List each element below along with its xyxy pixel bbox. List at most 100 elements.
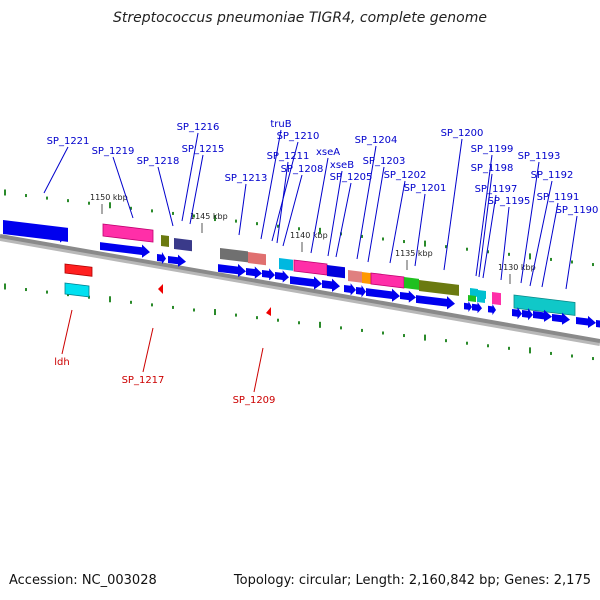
tick-mark-top	[256, 222, 258, 226]
leader-line	[335, 182, 352, 258]
gene-arrow	[218, 263, 246, 278]
gene-label: SP_1205	[330, 172, 373, 183]
gene-block	[293, 259, 328, 276]
tick-mark-top	[235, 219, 237, 223]
tick-mark-bottom	[529, 347, 531, 354]
gene-arrow	[262, 268, 275, 281]
leader-line	[482, 194, 497, 279]
tick-mark-bottom	[256, 316, 258, 320]
gene-block	[64, 263, 93, 277]
tick-mark-top	[445, 245, 447, 249]
tick-mark-top	[592, 263, 594, 267]
gene-label: SP_1192	[531, 170, 574, 181]
gene-arrow	[512, 307, 522, 320]
leader-line	[529, 180, 553, 287]
gene-label: SP_1216	[177, 122, 220, 133]
gene-block	[248, 252, 266, 266]
tick-mark-bottom	[46, 290, 48, 294]
tick-mark-top	[319, 227, 321, 234]
gene-label: SP_1197	[475, 184, 518, 195]
feature-blocks	[3, 220, 576, 316]
gene-label: SP_1200	[441, 128, 484, 139]
gene-arrow	[3, 223, 68, 243]
leader-line	[443, 138, 463, 271]
gene-label-red: SP_1209	[233, 395, 276, 406]
gene-arrow	[356, 285, 366, 298]
gene-label: SP_1202	[384, 170, 427, 181]
tick-mark-top	[172, 211, 174, 215]
gene-block	[419, 280, 459, 296]
gene-block	[161, 235, 169, 247]
gene-label: SP_1193	[518, 151, 561, 162]
gene-arrow	[246, 266, 262, 279]
gene-label: xseA	[316, 147, 340, 158]
tick-mark-top	[4, 189, 6, 196]
tick-mark-bottom	[151, 303, 153, 307]
gene-arrow	[275, 270, 289, 283]
gene-label: SP_1195	[488, 196, 531, 207]
tick-mark-bottom	[340, 326, 342, 330]
tick-mark-bottom	[466, 341, 468, 345]
accession-text: Accession: NC_003028	[9, 573, 157, 588]
leader-line	[310, 157, 329, 254]
leader-line	[327, 170, 343, 257]
kbp-label: 1130 kbp	[498, 263, 536, 272]
leader-line	[238, 183, 247, 236]
gene-label-red: ldh	[54, 357, 69, 368]
tick-mark-top	[382, 237, 384, 241]
gene-label: SP_1210	[277, 131, 320, 142]
leader-line	[367, 166, 385, 263]
gene-block	[404, 277, 419, 290]
kbp-label: 1150 kbp	[90, 193, 128, 202]
kbp-label: 1140 kbp	[290, 231, 328, 240]
tick-mark-bottom	[25, 288, 27, 292]
tick-mark-top	[193, 214, 195, 218]
kbp-label: 1135 kbp	[395, 249, 433, 258]
gene-block	[174, 238, 192, 252]
gene-arrow	[533, 309, 552, 322]
tick-mark-top	[424, 240, 426, 247]
gene-label: SP_1203	[363, 156, 406, 167]
gene-block	[470, 288, 478, 297]
tick-mark-top	[571, 260, 573, 264]
gene-label: SP_1221	[47, 136, 90, 147]
leader-line	[520, 161, 540, 284]
topology-text: Topology: circular; Length: 2,160,842 bp…	[233, 573, 591, 588]
tick-mark-top	[487, 250, 489, 254]
gene-block	[327, 265, 345, 279]
gene-arrow	[488, 304, 496, 316]
gene-label: SP_1199	[471, 144, 514, 155]
gene-block	[477, 296, 485, 303]
leader-line	[282, 174, 303, 247]
leader-line	[260, 129, 282, 240]
map-title: Streptococcus pneumoniae TIGR4, complete…	[113, 10, 487, 26]
gene-block	[513, 294, 576, 316]
leader-line-red	[253, 347, 264, 393]
backbone-line	[0, 234, 600, 343]
gene-block	[348, 270, 362, 283]
gene-label: SP_1204	[355, 135, 398, 146]
tick-marks	[4, 189, 594, 361]
tick-mark-bottom	[508, 346, 510, 350]
gene-block	[279, 258, 293, 271]
gene-block	[362, 272, 371, 285]
gene-arrow	[344, 283, 356, 296]
kbp-markers: 1150 kbp 1145 kbp 1140 kbp 1135 kbp 1130 kbp	[90, 193, 536, 284]
gene-label: SP_1201	[404, 183, 447, 194]
tick-mark-top	[109, 202, 111, 209]
tick-mark-top	[46, 196, 48, 200]
genome-backbone	[0, 234, 600, 346]
tick-mark-top	[361, 234, 363, 238]
gene-label: xseB	[330, 160, 354, 171]
leader-line	[478, 173, 493, 278]
leader-line	[389, 180, 406, 264]
gene-arrows	[3, 223, 600, 329]
gene-arrow	[168, 254, 186, 267]
tick-mark-bottom	[4, 283, 6, 290]
leader-line	[189, 154, 204, 225]
tick-mark-top	[67, 199, 69, 203]
tick-mark-top	[88, 201, 90, 205]
tick-mark-bottom	[277, 318, 279, 322]
